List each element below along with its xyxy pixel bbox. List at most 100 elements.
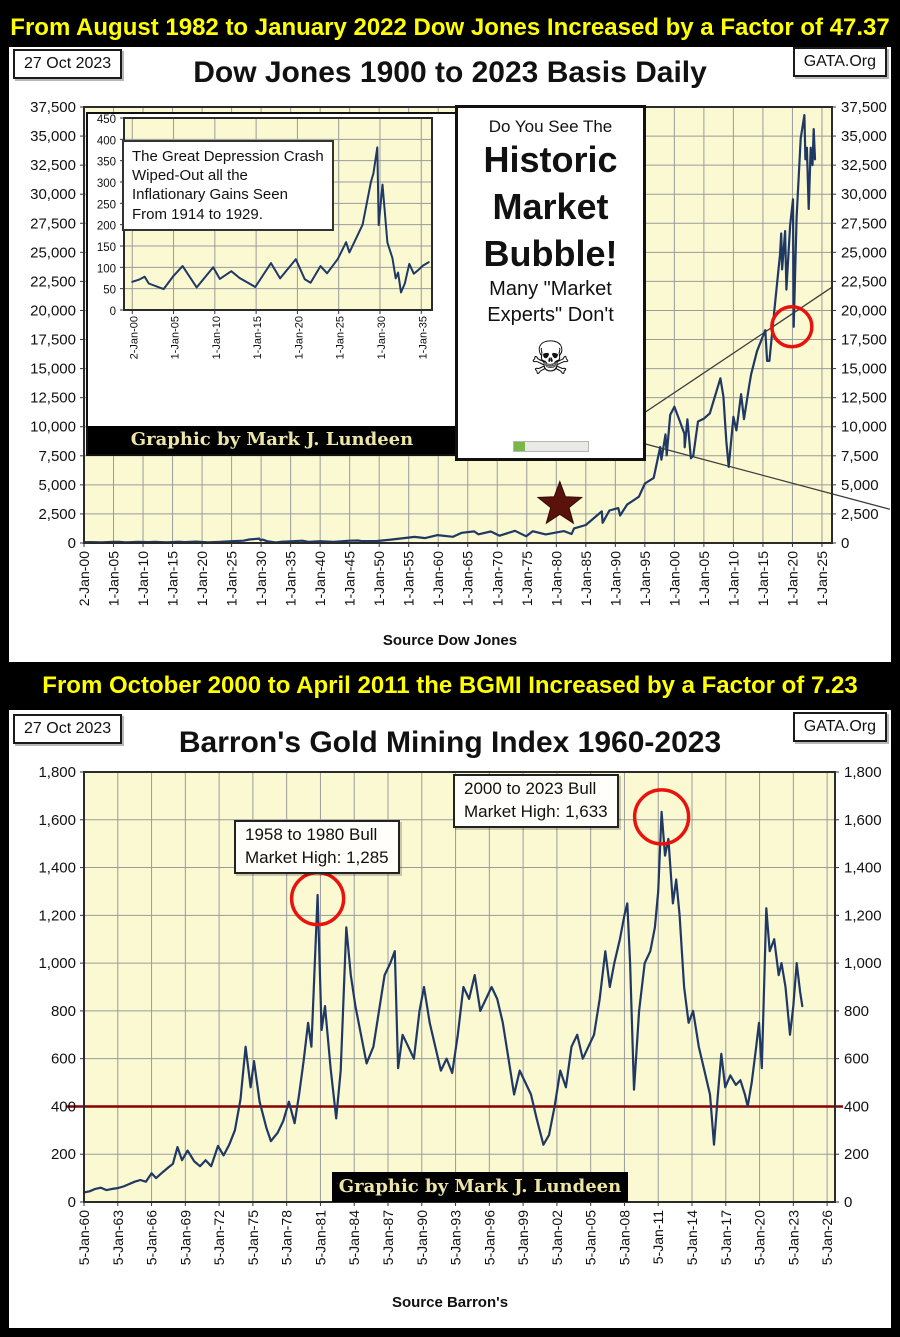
svg-text:400: 400	[844, 1098, 869, 1115]
svg-text:35,000: 35,000	[30, 128, 76, 145]
inset-note-text: The Great Depression Crash Wiped-Out all…	[132, 148, 324, 223]
svg-text:5-Jan-75: 5-Jan-75	[245, 1210, 261, 1265]
svg-text:5-Jan-63: 5-Jan-63	[110, 1210, 126, 1265]
bgmi-chart-svg: 0 0 200 200 400 400 600 600 800 800 1,000 1,000 1,20…	[38, 766, 881, 1265]
bgmi-date-box: 27 Oct 2023	[13, 714, 123, 744]
svg-text:0: 0	[68, 1194, 76, 1211]
bubble-many-line1: Many "Market	[489, 278, 612, 301]
svg-text:5-Jan-93: 5-Jan-93	[448, 1210, 464, 1265]
svg-text:100: 100	[97, 263, 116, 275]
ann1-line2: Market High: 1,285	[245, 847, 389, 867]
svg-text:50: 50	[103, 285, 116, 297]
svg-text:1-Jan-90: 1-Jan-90	[607, 551, 623, 606]
dow-chart-title: Dow Jones 1900 to 2023 Basis Daily	[193, 56, 707, 89]
svg-text:200: 200	[844, 1146, 869, 1163]
ann2-line2: Market High: 1,633	[464, 801, 608, 821]
svg-text:1-Jan-10: 1-Jan-10	[211, 316, 223, 359]
svg-text:1,000: 1,000	[38, 955, 76, 972]
svg-text:12,500: 12,500	[30, 390, 76, 407]
svg-text:0: 0	[68, 535, 76, 552]
svg-text:800: 800	[51, 1003, 76, 1020]
svg-text:1-Jan-10: 1-Jan-10	[135, 551, 151, 606]
svg-text:450: 450	[97, 114, 116, 126]
svg-text:1-Jan-30: 1-Jan-30	[376, 316, 388, 359]
svg-text:32,500: 32,500	[841, 157, 887, 174]
plot-frame	[83, 771, 836, 1203]
svg-text:1-Jan-05: 1-Jan-05	[170, 316, 182, 359]
svg-text:5-Jan-96: 5-Jan-96	[481, 1210, 497, 1265]
svg-text:20,000: 20,000	[30, 302, 76, 319]
bgmi-source-label: Source Barron's	[391, 1294, 509, 1311]
svg-text:1-Jan-20: 1-Jan-20	[784, 551, 800, 606]
svg-text:1-Jan-40: 1-Jan-40	[312, 551, 328, 606]
svg-text:1-Jan-55: 1-Jan-55	[401, 551, 417, 606]
bgmi-chart-title: Barron's Gold Mining Index 1960-2023	[178, 726, 722, 759]
svg-text:10,000: 10,000	[841, 419, 887, 436]
svg-text:5-Jan-99: 5-Jan-99	[515, 1210, 531, 1265]
svg-text:350: 350	[97, 157, 116, 169]
svg-text:1-Jan-15: 1-Jan-15	[252, 316, 264, 359]
svg-text:5-Jan-72: 5-Jan-72	[211, 1210, 227, 1265]
svg-text:5-Jan-78: 5-Jan-78	[279, 1210, 295, 1265]
svg-text:15,000: 15,000	[841, 361, 887, 378]
x-axis-labels: 2-Jan-00 1-Jan-05 1-Jan-10 1-Jan-15 1-Jan-20…	[76, 543, 830, 606]
svg-text:1-Jan-00: 1-Jan-00	[666, 551, 682, 606]
svg-text:1-Jan-15: 1-Jan-15	[755, 551, 771, 606]
svg-text:600: 600	[51, 1051, 76, 1068]
dow-inset-chart: Dow Jones 1900 to 1935 05010015020025030…	[86, 112, 458, 456]
peak-highlight-circle	[632, 788, 691, 846]
svg-text:1-Jan-25: 1-Jan-25	[335, 316, 347, 359]
svg-text:0: 0	[841, 535, 849, 552]
y-axis-labels: 0 0 2,500 2,500 5,000 5,000 7,500 7,500 10,000 10…	[30, 100, 887, 552]
svg-text:5-Jan-26: 5-Jan-26	[819, 1210, 835, 1265]
svg-text:1-Jan-20: 1-Jan-20	[293, 316, 305, 359]
svg-text:15,000: 15,000	[30, 361, 76, 378]
dow-gata-box: GATA.Org	[792, 47, 887, 77]
svg-text:1,600: 1,600	[38, 812, 76, 829]
svg-text:22,500: 22,500	[30, 273, 76, 290]
svg-text:0: 0	[110, 306, 116, 318]
bgmi-gata-box: GATA.Org	[792, 712, 887, 742]
svg-text:300: 300	[97, 178, 116, 190]
svg-text:5-Jan-60: 5-Jan-60	[76, 1210, 92, 1265]
svg-text:30,000: 30,000	[30, 186, 76, 203]
plot-background	[84, 772, 835, 1202]
bgmi-banner-text: From October 2000 to April 2011 the BGMI…	[42, 672, 858, 699]
svg-text:7,500: 7,500	[38, 448, 76, 465]
svg-text:27,500: 27,500	[841, 215, 887, 232]
inset-note-box: The Great Depression Crash Wiped-Out all…	[122, 140, 334, 231]
inset-credit-bar: Graphic by Mark J. Lundeen	[88, 426, 456, 454]
bubble-word-bubble: Bubble!	[483, 232, 618, 274]
svg-text:1-Jan-20: 1-Jan-20	[194, 551, 210, 606]
svg-text:1,400: 1,400	[844, 860, 882, 877]
y-axis-labels: 0 50 100 150 200 250 300 350 400 450	[97, 114, 124, 318]
svg-text:1-Jan-60: 1-Jan-60	[430, 551, 446, 606]
svg-text:30,000: 30,000	[841, 186, 887, 203]
svg-text:5,000: 5,000	[841, 477, 879, 494]
svg-text:37,500: 37,500	[841, 100, 887, 116]
svg-text:27,500: 27,500	[30, 215, 76, 232]
svg-text:2-Jan-00: 2-Jan-00	[128, 316, 140, 359]
svg-text:1-Jan-35: 1-Jan-35	[417, 316, 429, 359]
svg-text:1-Jan-50: 1-Jan-50	[371, 551, 387, 606]
svg-text:1,000: 1,000	[844, 955, 882, 972]
trendline	[619, 436, 891, 510]
svg-text:25,000: 25,000	[30, 244, 76, 261]
svg-text:1-Jan-10: 1-Jan-10	[725, 551, 741, 606]
svg-text:5-Jan-17: 5-Jan-17	[718, 1210, 734, 1265]
svg-text:37,500: 37,500	[30, 100, 76, 116]
svg-text:1,400: 1,400	[38, 860, 76, 877]
svg-text:1,200: 1,200	[38, 907, 76, 924]
svg-text:2-Jan-00: 2-Jan-00	[76, 551, 92, 606]
svg-text:25,000: 25,000	[841, 244, 887, 261]
bgmi-banner: From October 2000 to April 2011 the BGMI…	[9, 662, 891, 710]
bubble-word-market: Market	[492, 185, 609, 227]
dow-date-box: 27 Oct 2023	[13, 49, 123, 79]
svg-text:5-Jan-14: 5-Jan-14	[684, 1210, 700, 1265]
svg-text:150: 150	[97, 242, 116, 254]
svg-text:5-Jan-11: 5-Jan-11	[650, 1210, 666, 1264]
svg-text:800: 800	[844, 1003, 869, 1020]
svg-text:5-Jan-20: 5-Jan-20	[752, 1210, 768, 1265]
y-axis-labels: 0 0 200 200 400 400 600 600 800 800 1,000 1,000 1,20…	[38, 766, 881, 1211]
series-line	[82, 810, 804, 1194]
